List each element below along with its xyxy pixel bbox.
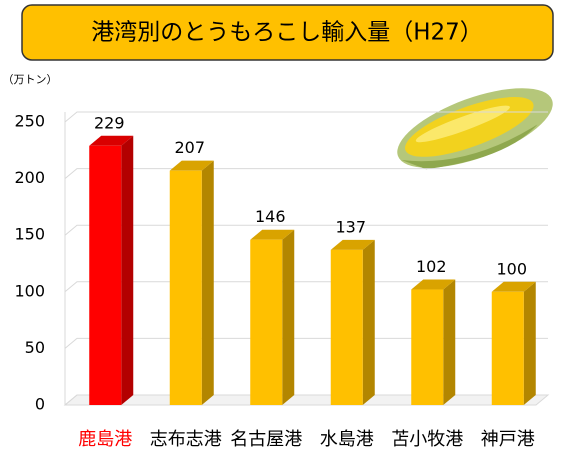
value-label: 102 (416, 257, 447, 276)
x-tick-label: 鹿島港 (78, 429, 132, 450)
x-tick-label: 水島港 (320, 429, 374, 450)
grid-line (64, 394, 548, 406)
y-axis-label: （万トン） (3, 73, 58, 86)
bar-side (443, 279, 456, 405)
floor (63, 394, 550, 406)
y-tick-label: 0 (35, 395, 45, 414)
bar-top (411, 279, 456, 290)
y-tick-label: 100 (14, 281, 45, 300)
grid-line (64, 281, 548, 293)
bar-top (250, 229, 295, 240)
bar-side (523, 281, 536, 405)
bar-top (89, 135, 134, 146)
value-label: 207 (174, 138, 205, 157)
bar-top (330, 239, 375, 250)
bar-side (201, 160, 214, 405)
grid-line (64, 337, 548, 349)
value-label: 100 (496, 259, 527, 278)
title-box (21, 4, 554, 61)
x-tick-label: 苫小牧港 (391, 429, 463, 450)
corn-illustration (397, 88, 553, 170)
bar (169, 170, 202, 405)
bar-side (121, 135, 134, 405)
bar-side (362, 239, 375, 405)
x-tick-label: 神戸港 (481, 429, 535, 450)
y-tick-label: 150 (14, 225, 45, 244)
bar (491, 291, 524, 405)
grid-line (64, 224, 548, 236)
corn-leaf (401, 124, 538, 170)
y-tick-label: 50 (25, 338, 45, 357)
y-tick-label: 250 (14, 112, 45, 131)
bar (89, 145, 122, 405)
bar (330, 249, 363, 405)
corn-highlight (415, 105, 510, 143)
value-label: 146 (255, 207, 286, 226)
bar (250, 239, 283, 405)
bar-top (169, 160, 214, 171)
grid-line (64, 111, 548, 123)
x-tick-label: 志布志港 (150, 429, 222, 450)
chart-title: 港湾別のとうもろこし輸入量（H27） (91, 20, 483, 46)
x-tick-label: 名古屋港 (230, 429, 302, 450)
bar (411, 289, 444, 405)
bar-side (282, 229, 295, 405)
y-tick-label: 200 (14, 168, 45, 187)
value-label: 137 (335, 217, 366, 236)
bar-top (491, 281, 536, 292)
grid-line (64, 168, 548, 179)
value-label: 229 (94, 113, 125, 132)
